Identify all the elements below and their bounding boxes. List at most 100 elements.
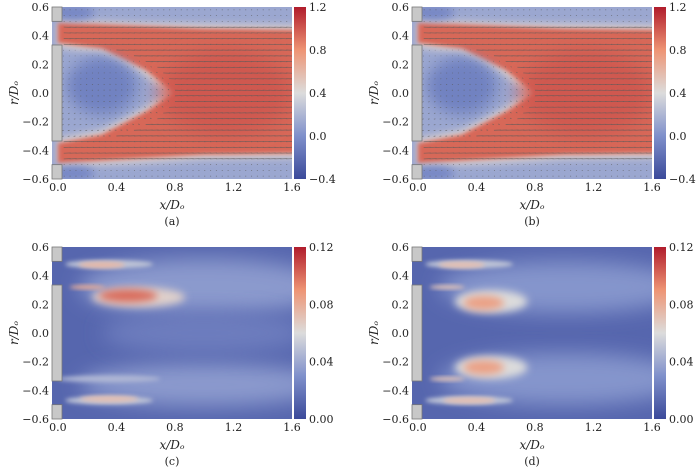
quiver-arrow — [138, 66, 141, 68]
quiver-arrow — [527, 94, 530, 97]
quiver-arrow — [138, 95, 140, 97]
panel-d: 0.60.40.20.0−0.2−0.4−0.60.0 0.4 0.8 1.2 1.6x… — [367, 241, 694, 468]
heatmap-field — [52, 247, 292, 419]
colorbar-tick-label: 0.4 — [309, 87, 327, 100]
quiver-arrow — [167, 88, 170, 91]
contour-region — [412, 166, 455, 179]
y-tick-label: 0.6 — [392, 1, 410, 14]
quiver-arrow — [422, 118, 424, 120]
quiver-arrow — [138, 100, 140, 102]
nozzle-segment — [411, 404, 423, 420]
x-tick-label: 1.2 — [225, 181, 243, 194]
quiver-arrow — [144, 66, 146, 68]
panel-a: 0.60.40.20.0−0.2−0.4−0.60.0 0.4 0.8 1.2 1.6x… — [7, 1, 336, 228]
quiver-arrow — [504, 66, 506, 68]
quiver-arrow — [510, 66, 512, 68]
quiver-arrow — [516, 77, 518, 79]
quiver-arrow — [156, 77, 158, 79]
panel-caption: (d) — [524, 455, 540, 468]
y-tick-label: 0.0 — [32, 87, 50, 100]
quiver-arrow — [504, 100, 506, 102]
quiver-arrow — [155, 111, 158, 114]
quiver-arrow — [510, 71, 512, 74]
colorbar — [654, 7, 666, 179]
y-axis-label: r/Dₒ — [367, 321, 381, 345]
quiver-arrow — [62, 49, 64, 51]
quiver-arrow — [138, 117, 140, 120]
quiver-arrow — [138, 77, 140, 79]
quiver-arrow — [155, 106, 158, 108]
quiver-arrow — [422, 89, 424, 91]
y-tick-label: 0.4 — [32, 30, 50, 43]
colorbar-tick-label: 0.04 — [309, 356, 334, 369]
contour-region — [79, 395, 139, 403]
quiver-arrow — [144, 72, 146, 74]
quiver-arrow — [515, 100, 518, 102]
quiver-arrow — [161, 94, 164, 97]
quiver-arrow — [504, 89, 506, 91]
quiver-arrow — [150, 77, 152, 79]
nozzle-segment — [51, 284, 63, 382]
nozzle-wall — [51, 246, 63, 420]
contour-region — [429, 284, 465, 290]
y-tick-label: −0.6 — [382, 413, 409, 426]
y-axis-label: r/Dₒ — [367, 81, 381, 105]
quiver-arrow — [167, 100, 170, 102]
y-tick-label: 0.6 — [392, 241, 410, 254]
x-tick-label: 0.4 — [468, 181, 486, 194]
contour-region — [426, 57, 497, 115]
quiver-arrow — [422, 49, 424, 51]
quiver-arrow — [527, 83, 530, 85]
quiver-arrow — [503, 117, 506, 120]
quiver-arrow — [422, 78, 424, 80]
quiver-arrow — [498, 95, 500, 97]
quiver-arrow — [156, 83, 158, 85]
quiver-arrow — [422, 95, 424, 97]
y-axis-label: r/Dₒ — [7, 321, 21, 345]
y-tick-label: 0.2 — [32, 58, 50, 71]
colorbar-tick-label: 0.0 — [309, 130, 327, 143]
quiver-arrow — [138, 72, 140, 74]
contour-region — [463, 360, 505, 375]
quiver-arrow — [422, 72, 424, 74]
y-tick-label: 0.6 — [32, 241, 50, 254]
quiver-arrow — [150, 66, 152, 68]
quiver-arrow — [498, 66, 501, 68]
quiver-arrow — [144, 77, 146, 79]
quiver-arrow — [509, 117, 512, 120]
quiver-arrow — [527, 100, 530, 102]
x-axis-label: x/Dₒ — [159, 438, 184, 452]
nozzle-segment — [51, 164, 63, 180]
contour-region — [442, 397, 496, 404]
y-tick-label: 0.4 — [392, 270, 410, 283]
quiver-arrow — [498, 112, 500, 114]
quiver-arrow — [150, 94, 152, 97]
nozzle-segment — [411, 6, 423, 22]
quiver-arrow — [516, 89, 518, 91]
heatmap-field — [412, 7, 652, 179]
quiver-arrow — [510, 89, 512, 91]
contour-region — [98, 289, 158, 303]
quiver-arrow — [498, 72, 500, 74]
y-tick-label: 0.2 — [392, 58, 410, 71]
quiver-arrow — [62, 89, 64, 91]
quiver-arrow — [515, 111, 518, 114]
x-tick-label: 1.2 — [225, 421, 243, 434]
y-tick-label: −0.2 — [382, 356, 409, 369]
x-tick-label: 0.0 — [409, 421, 427, 434]
nozzle-segment — [411, 246, 423, 262]
quiver-arrow — [62, 66, 64, 69]
quiver-arrow — [161, 106, 164, 108]
nozzle-wall — [411, 6, 423, 180]
quiver-arrow — [161, 88, 164, 91]
colorbar-tick-label: 0.0 — [669, 130, 687, 143]
x-tick-label: 1.6 — [643, 421, 661, 434]
y-tick-label: 0.2 — [32, 298, 50, 311]
y-tick-label: −0.4 — [22, 144, 49, 157]
contour-region — [429, 376, 465, 382]
x-tick-label: 0.4 — [108, 421, 126, 434]
y-tick-label: 0.4 — [392, 30, 410, 43]
quiver-arrow — [515, 94, 518, 97]
quiver-arrow — [155, 94, 158, 97]
